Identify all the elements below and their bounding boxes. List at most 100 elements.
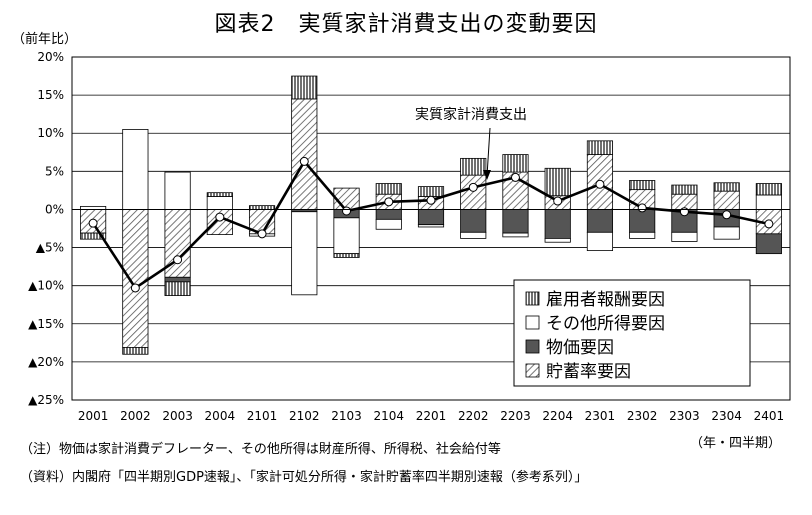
bar-segment: [629, 231, 656, 239]
line-point: [257, 229, 267, 239]
line-point: [510, 172, 520, 182]
x-tick-label: 2201: [416, 409, 447, 423]
legend-label: 貯蓄率要因: [546, 362, 631, 382]
bar-segment: [417, 209, 445, 226]
bar-segment: [755, 233, 782, 255]
line-point: [679, 207, 689, 217]
bar-segment: [291, 98, 318, 210]
bar-segment: [586, 231, 614, 252]
legend-label: 物価要因: [546, 338, 614, 358]
line-point: [342, 206, 352, 216]
y-tick-label: ▲25%: [28, 393, 64, 407]
y-tick-label: ▲10%: [28, 279, 64, 293]
y-tick-label: 15%: [37, 88, 64, 102]
x-tick-label: 2002: [120, 409, 151, 423]
y-tick-label: ▲15%: [28, 317, 64, 331]
bar-segment: [333, 217, 360, 255]
legend-swatch: [525, 291, 540, 306]
bar-segment: [122, 347, 149, 355]
bar-segment: [80, 232, 107, 240]
x-tick-label: 2303: [669, 409, 700, 423]
bar-segment: [248, 205, 276, 210]
chart-title: 図表2 実質家計消費支出の変動要因: [214, 12, 598, 37]
x-tick-label: 2003: [162, 409, 193, 423]
bar-segment: [164, 276, 191, 283]
x-tick-label: 2202: [458, 409, 489, 423]
bar-segment: [417, 224, 445, 228]
line-point: [468, 182, 478, 192]
y-tick-label: ▲5%: [36, 241, 64, 255]
line-point: [553, 196, 563, 206]
legend-swatch: [525, 339, 540, 354]
bar-segment: [460, 231, 487, 239]
y-tick-label: 10%: [37, 126, 64, 140]
line-point: [722, 210, 732, 220]
bar-segment: [586, 209, 614, 233]
legend-label: 雇用者報酬要因: [546, 290, 665, 310]
bar-segment: [206, 196, 233, 210]
x-tick-label: 2101: [247, 409, 278, 423]
x-tick-label: 2204: [542, 409, 573, 423]
x-tick-label: 2001: [78, 409, 109, 423]
bar-segment: [460, 209, 487, 233]
bar-segment: [755, 183, 782, 196]
bar-segment: [291, 75, 318, 100]
legend-label: その他所得要因: [546, 314, 665, 334]
bar-segment: [122, 209, 149, 348]
legend-box: [513, 279, 751, 387]
bar-segment: [206, 192, 233, 197]
bar-segment: [502, 154, 529, 173]
bar-segment: [586, 140, 614, 155]
source-note: （資料）内閣府「四半期別GDP速報」、「家計可処分所得・家計貯蓄率四半期別速報（…: [20, 470, 588, 485]
x-tick-label: 2302: [627, 409, 658, 423]
bar-segment: [755, 194, 782, 210]
y-tick-label: 0%: [45, 202, 64, 216]
bar-segment: [629, 180, 656, 191]
arrow-head: [483, 170, 491, 180]
line-point: [764, 219, 774, 229]
bar-segment: [586, 154, 614, 210]
x-tick-label: 2203: [500, 409, 531, 423]
line-point: [88, 218, 98, 228]
x-tick-label: 2103: [331, 409, 362, 423]
bar-segment: [502, 209, 529, 234]
legend-swatch: [525, 363, 540, 378]
bar-segment: [375, 218, 402, 230]
bar-segment: [544, 238, 571, 243]
line-series-label: 実質家計消費支出: [415, 106, 527, 123]
legend-swatch: [525, 315, 540, 330]
bar-segment: [164, 281, 191, 296]
bar-segment: [460, 157, 487, 176]
line-point: [384, 197, 394, 207]
bar-segment: [713, 226, 740, 240]
bar-segment: [502, 232, 529, 238]
x-axis-unit-label: （年・四半期）: [690, 436, 782, 451]
line-point: [173, 255, 183, 265]
line-point: [215, 212, 225, 222]
bar-segment: [375, 209, 402, 220]
line-point: [130, 283, 140, 293]
annotation-arrow: [486, 127, 491, 177]
bar-segment: [333, 253, 360, 258]
bar-segment: [671, 193, 698, 210]
bar-segment: [291, 211, 318, 296]
bar-segment: [713, 190, 740, 210]
footnote: （注）物価は家計消費デフレーター、その他所得は財産所得、所得税、社会給付等: [20, 442, 501, 457]
x-tick-label: 2301: [585, 409, 616, 423]
line-point: [637, 203, 647, 213]
bar-segment: [713, 182, 740, 192]
bar-segment: [375, 183, 402, 195]
bar-segment: [122, 129, 149, 210]
x-tick-label: 2304: [711, 409, 742, 423]
x-tick-label: 2102: [289, 409, 320, 423]
y-axis-unit-label: （前年比）: [12, 32, 78, 47]
y-tick-label: 20%: [37, 50, 64, 64]
bar-segment: [164, 171, 191, 210]
line-point: [426, 195, 436, 205]
y-tick-label: ▲20%: [28, 355, 64, 369]
bar-segment: [544, 167, 571, 197]
bar-segment: [671, 184, 698, 195]
bar-segment: [629, 209, 656, 233]
